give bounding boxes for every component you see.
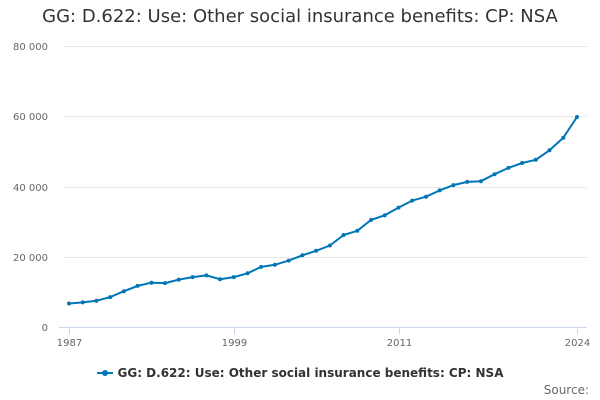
data-point[interactable] [176, 277, 181, 282]
data-point[interactable] [451, 183, 456, 188]
data-point[interactable] [465, 179, 470, 184]
data-point[interactable] [506, 165, 511, 170]
data-point[interactable] [561, 135, 566, 140]
x-tick-label: 1999 [222, 338, 247, 349]
data-point[interactable] [190, 275, 195, 280]
data-point[interactable] [520, 161, 525, 165]
data-point[interactable] [67, 301, 71, 306]
data-point[interactable] [218, 277, 222, 282]
data-point[interactable] [575, 115, 579, 119]
data-point[interactable] [80, 300, 85, 305]
data-point[interactable] [478, 179, 483, 184]
data-point[interactable] [163, 281, 168, 286]
data-point[interactable] [135, 283, 140, 288]
data-point[interactable] [533, 157, 538, 162]
data-point[interactable] [424, 194, 428, 199]
y-tick-label: 60 000 [13, 112, 48, 123]
data-point[interactable] [341, 233, 346, 237]
data-point[interactable] [108, 295, 113, 300]
series-line [68, 116, 578, 305]
data-point[interactable] [272, 262, 277, 267]
data-point[interactable] [314, 248, 319, 253]
data-point[interactable] [396, 205, 401, 210]
y-tick-label: 20 000 [13, 253, 48, 264]
y-tick-label: 0 [42, 323, 48, 334]
chart-title: GG: D.622: Use: Other social insurance b… [42, 6, 558, 27]
data-point[interactable] [259, 264, 264, 269]
data-point[interactable] [300, 253, 305, 258]
data-point[interactable] [382, 213, 387, 218]
data-point[interactable] [327, 243, 332, 248]
data-point[interactable] [547, 148, 552, 153]
data-point[interactable] [204, 273, 209, 278]
data-point[interactable] [355, 228, 360, 233]
legend-line-marker-icon [96, 368, 113, 378]
legend[interactable]: GG: D.622: Use: Other social insurance b… [0, 366, 600, 380]
legend-label: GG: D.622: Use: Other social insurance b… [117, 366, 504, 380]
source-label: Source: [543, 383, 589, 397]
data-point[interactable] [94, 298, 99, 303]
data-point[interactable] [231, 275, 236, 280]
data-point[interactable] [492, 172, 497, 177]
axes: 0 20 000 40 000 60 000 80 000 1987 1999 2011 202… [13, 42, 590, 349]
data-point[interactable] [149, 280, 154, 285]
series-layer [67, 115, 579, 306]
x-tick-label: 2024 [565, 338, 590, 349]
data-point[interactable] [437, 188, 442, 193]
data-point[interactable] [369, 217, 374, 222]
gridlines [63, 46, 587, 258]
data-point[interactable] [121, 289, 126, 294]
data-point[interactable] [245, 271, 250, 276]
data-point[interactable] [410, 198, 415, 203]
y-tick-label: 80 000 [13, 42, 48, 53]
y-tick-label: 40 000 [13, 183, 48, 194]
data-point[interactable] [286, 258, 291, 263]
x-tick-label: 1987 [57, 338, 82, 349]
x-tick-label: 2011 [387, 338, 412, 349]
